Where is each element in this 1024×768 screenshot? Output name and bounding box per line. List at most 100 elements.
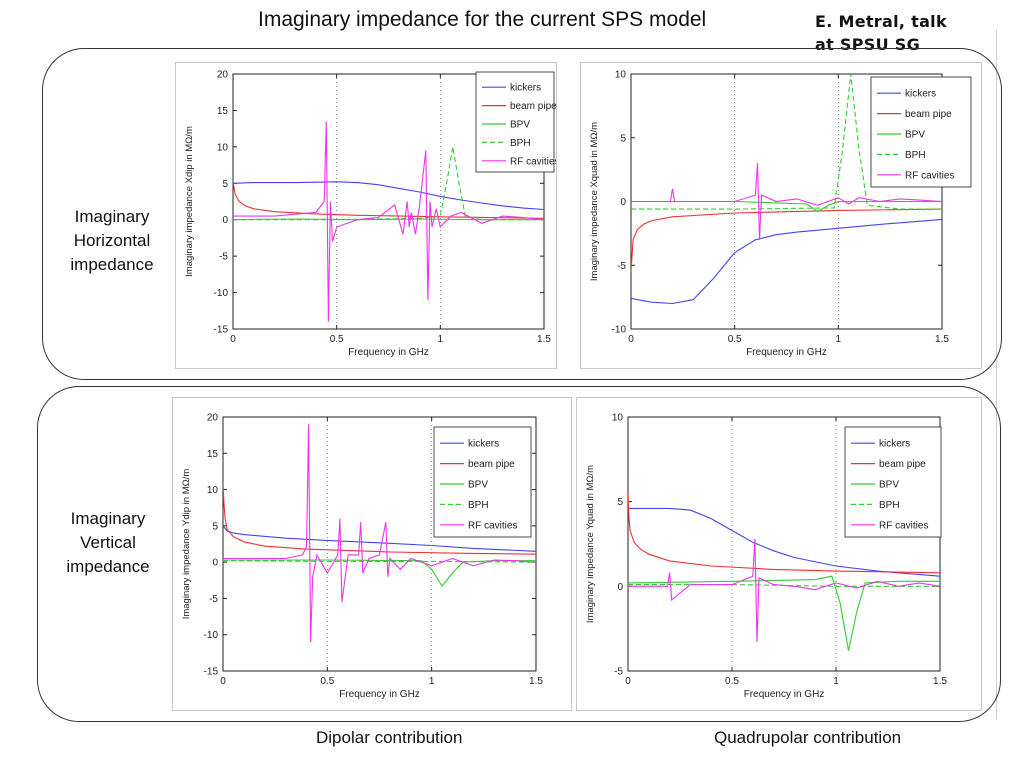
vertical-row-frame bbox=[37, 386, 1001, 722]
y-tick-label: -15 bbox=[214, 325, 229, 336]
x-tick-label: 0.5 bbox=[320, 676, 334, 687]
series-line-rf-cavities bbox=[233, 121, 544, 322]
legend-label: kickers bbox=[510, 83, 541, 94]
series-line-beam-pipe bbox=[233, 181, 544, 219]
credit-line-1: E. Metral, talk bbox=[815, 12, 947, 31]
series-line-kickers bbox=[233, 181, 544, 211]
x-tick-label: 1.5 bbox=[935, 334, 949, 345]
x-tick-label: 1.5 bbox=[933, 676, 947, 687]
y-tick-label: 15 bbox=[217, 106, 229, 117]
series-line-kickers bbox=[628, 507, 940, 577]
x-tick-label: 0.5 bbox=[725, 676, 739, 687]
row-label-line: Vertical bbox=[80, 533, 136, 552]
y-tick-label: -10 bbox=[612, 325, 627, 336]
y-tick-label: 0 bbox=[212, 558, 218, 569]
x-axis-label: Frequency in GHz bbox=[746, 347, 827, 358]
legend-label: BPH bbox=[468, 500, 489, 511]
y-tick-label: 10 bbox=[615, 70, 627, 81]
y-axis-label: Imaginary impedance Ydip in MΩ/m bbox=[181, 469, 192, 620]
y-tick-label: -5 bbox=[614, 667, 623, 678]
row-label-horizontal: Imaginary Horizontal impedance bbox=[52, 205, 172, 277]
y-tick-label: -15 bbox=[204, 667, 219, 678]
chart-panel-v-quad: 0 0.5 1 1.5 -5 0 5 10 Frequency in GHz Imaginary … bbox=[576, 397, 982, 711]
legend-label: beam pipe bbox=[468, 459, 515, 470]
row-label-line: Horizontal bbox=[73, 231, 151, 250]
legend-label: beam pipe bbox=[879, 459, 926, 470]
y-tick-label: 20 bbox=[207, 413, 219, 424]
series-line-bph bbox=[233, 146, 544, 221]
y-axis-label: Imaginary impedance Xquad in MΩ/m bbox=[589, 122, 600, 281]
x-tick-label: 0.5 bbox=[330, 334, 344, 345]
legend-label: BPH bbox=[510, 138, 531, 149]
x-tick-label: 1 bbox=[429, 676, 435, 687]
y-tick-label: 0 bbox=[222, 215, 228, 226]
y-tick-label: 15 bbox=[207, 449, 219, 460]
chart-panel-h-dip: 0 0.5 1 1.5 -15 -10 -5 0 5 10 15 20 Frequency in GHz… bbox=[175, 62, 557, 369]
series-line-beam-pipe bbox=[628, 493, 940, 574]
y-axis-label: Imaginary impedance Yquad in MΩ/m bbox=[585, 465, 596, 623]
legend-box bbox=[475, 71, 555, 173]
series-line-bpv bbox=[631, 200, 942, 213]
horizontal-row-frame bbox=[42, 48, 1002, 380]
y-axis-label: Imaginary impedance Xdip in MΩ/m bbox=[184, 126, 195, 277]
series-line-rf-cavities bbox=[223, 424, 536, 643]
y-tick-label: 5 bbox=[222, 179, 228, 190]
x-axis-label: Frequency in GHz bbox=[339, 689, 420, 700]
legend-label: BPV bbox=[905, 130, 925, 141]
legend-label: BPV bbox=[879, 480, 899, 491]
row-label-line: impedance bbox=[66, 557, 150, 576]
x-tick-label: 1 bbox=[438, 334, 444, 345]
x-tick-label: 1.5 bbox=[529, 676, 543, 687]
y-tick-label: 0 bbox=[617, 582, 623, 593]
chart-h-dip: 0 0.5 1 1.5 -15 -10 -5 0 5 10 15 20 Frequency in GHz… bbox=[184, 70, 556, 359]
legend-label: BPV bbox=[468, 480, 488, 491]
y-tick-label: 10 bbox=[612, 413, 624, 424]
series-line-bph bbox=[223, 560, 536, 563]
series-line-bph bbox=[631, 74, 942, 210]
legend-box bbox=[844, 426, 942, 538]
legend-label: kickers bbox=[905, 89, 936, 100]
series-line-bpv bbox=[223, 559, 536, 588]
series-line-beam-pipe bbox=[631, 208, 942, 272]
series-line-beam-pipe bbox=[223, 482, 536, 555]
series-line-kickers bbox=[631, 218, 942, 305]
x-tick-label: 0 bbox=[230, 334, 236, 345]
legend-label: RF cavities bbox=[879, 520, 928, 531]
x-tick-label: 0.5 bbox=[728, 334, 742, 345]
credit-line-2: at SPSU SG bbox=[815, 35, 921, 54]
x-tick-label: 1 bbox=[833, 676, 839, 687]
chart-v-dip: 0 0.5 1 1.5 -15 -10 -5 0 5 10 15 20 Frequency in GHz… bbox=[181, 413, 543, 701]
row-label-line: impedance bbox=[70, 255, 154, 274]
y-tick-label: -5 bbox=[617, 261, 626, 272]
row-label-line: Imaginary bbox=[74, 207, 150, 226]
footer-dipolar: Dipolar contribution bbox=[316, 728, 463, 747]
legend-box bbox=[433, 426, 532, 538]
x-tick-label: 1 bbox=[836, 334, 842, 345]
y-tick-label: 10 bbox=[207, 485, 219, 496]
y-tick-label: -10 bbox=[204, 630, 219, 641]
series-line-rf-cavities bbox=[631, 163, 942, 240]
chart-panel-h-quad: 0 0.5 1 1.5 -10 -5 0 5 10 Frequency in GHz Imagina… bbox=[580, 62, 982, 369]
slide-title: Imaginary impedance for the current SPS … bbox=[258, 8, 707, 31]
y-tick-label: 10 bbox=[217, 142, 229, 153]
x-tick-label: 0 bbox=[625, 676, 631, 687]
legend-label: BPH bbox=[879, 500, 900, 511]
legend-label: RF cavities bbox=[510, 156, 556, 167]
legend-box bbox=[870, 76, 972, 188]
footer-quadrupolar: Quadrupolar contribution bbox=[714, 728, 902, 747]
x-tick-label: 0 bbox=[628, 334, 634, 345]
legend-label: kickers bbox=[879, 439, 910, 450]
legend-label: beam pipe bbox=[510, 101, 556, 112]
legend-label: beam pipe bbox=[905, 109, 952, 120]
y-tick-label: -5 bbox=[209, 594, 218, 605]
legend-label: kickers bbox=[468, 439, 499, 450]
y-tick-label: 20 bbox=[217, 70, 229, 81]
chart-h-quad: 0 0.5 1 1.5 -10 -5 0 5 10 Frequency in GHz Imagina… bbox=[589, 70, 972, 358]
y-tick-label: 5 bbox=[617, 497, 623, 508]
y-tick-label: 0 bbox=[620, 197, 626, 208]
chart-panel-v-dip: 0 0.5 1 1.5 -15 -10 -5 0 5 10 15 20 Frequency in GHz… bbox=[172, 397, 572, 711]
x-axis-label: Frequency in GHz bbox=[348, 347, 429, 358]
row-label-line: Imaginary bbox=[70, 509, 146, 528]
divider-line bbox=[996, 30, 997, 720]
